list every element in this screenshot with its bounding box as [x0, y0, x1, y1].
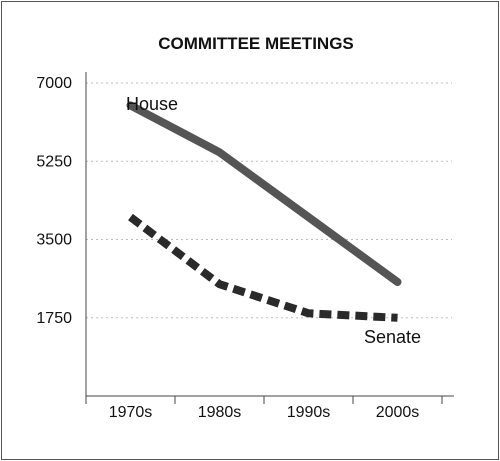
- y-tick-label: 5250: [36, 153, 72, 170]
- grid-lines: [86, 82, 452, 319]
- series-line-senate: [128, 213, 398, 322]
- series-line-house: [126, 101, 402, 286]
- series-group: [126, 101, 402, 322]
- x-axis-ticks: 1970s 1980s 1990s 2000s: [85, 396, 443, 421]
- axes: [85, 72, 454, 397]
- y-tick-label: 1750: [36, 310, 72, 327]
- y-tick-label: 3500: [36, 232, 72, 249]
- x-tick-label: 2000s: [376, 404, 420, 421]
- x-tick-label: 1990s: [287, 404, 331, 421]
- x-tick-label: 1970s: [109, 404, 153, 421]
- series-label-senate: Senate: [364, 327, 421, 347]
- x-tick-label: 1980s: [198, 404, 242, 421]
- series-label-house: House: [126, 94, 178, 114]
- y-axis-ticks: 1750 3500 5250 7000: [36, 75, 72, 327]
- chart-title: COMMITTEE MEETINGS: [158, 34, 354, 53]
- series-labels: House Senate: [126, 94, 421, 347]
- y-tick-label: 7000: [36, 75, 72, 92]
